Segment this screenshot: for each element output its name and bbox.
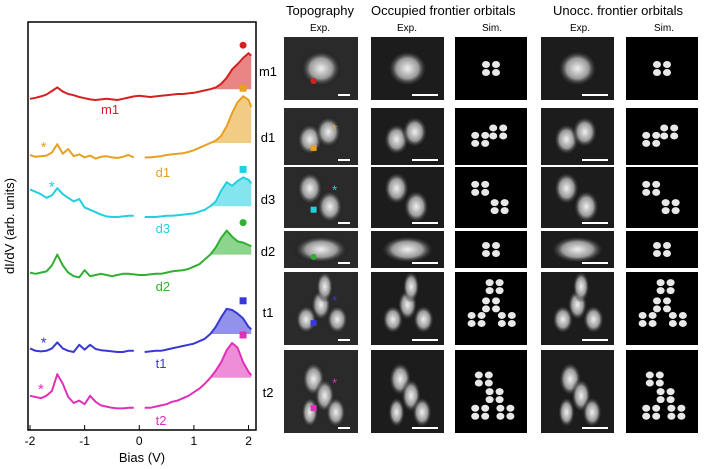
image-d1-unoccupied-sim	[626, 108, 698, 165]
spectra-curves: m1 d1 * d3 * d2 t1 * t2 *	[29, 41, 253, 428]
series-t2-line	[144, 342, 253, 409]
image-t1-occupied-sim	[455, 272, 527, 345]
image-d2-occupied-exp	[371, 231, 444, 268]
series-label-m1: m1	[101, 102, 119, 117]
series-m1-marker	[239, 41, 247, 49]
row-label-m1: m1	[258, 64, 278, 79]
svg-text:*: *	[332, 375, 337, 390]
image-t1-topography-exp: *	[284, 272, 358, 345]
didv-spectra-chart: m1 d1 * d3 * d2 t1 * t2 * -2 -1 0 1 2 Bias (V) dI/dV …	[2, 21, 257, 465]
x-axis: -2 -1 0 1 2	[25, 425, 252, 448]
x-tick-label: 1	[191, 434, 198, 448]
series-d3-line	[29, 187, 134, 218]
series-t1-asterisk: *	[41, 334, 47, 351]
image-t1-unoccupied-exp	[541, 272, 614, 345]
subheader-unocc-exp: Exp.	[570, 23, 591, 34]
series-t1-line	[29, 341, 134, 353]
row-label-d3: d3	[260, 192, 276, 207]
svg-text:*: *	[332, 293, 337, 308]
subheader-occ-sim: Sim.	[482, 23, 502, 34]
series-label-d3: d3	[156, 221, 170, 236]
x-axis-label: Bias (V)	[119, 450, 165, 465]
image-m1-occupied-exp	[371, 37, 444, 100]
image-d1-topography-exp: *	[284, 108, 358, 165]
image-d1-occupied-sim	[455, 108, 527, 165]
series-d1-marker	[239, 84, 247, 92]
series-d3-peak-fill	[210, 177, 252, 207]
series-d2-marker	[239, 219, 247, 227]
series-t1-marker	[239, 297, 247, 305]
image-d1-unoccupied-exp	[541, 108, 614, 165]
series-t1-line	[144, 307, 252, 353]
series-label-t2: t2	[156, 413, 167, 428]
image-t1-occupied-exp	[371, 272, 444, 345]
series-t2-marker	[239, 331, 247, 339]
image-t2-occupied-exp	[371, 350, 444, 433]
plot-frame	[27, 21, 257, 431]
image-t2-occupied-sim	[455, 350, 527, 433]
svg-text:*: *	[332, 122, 337, 137]
image-t2-unoccupied-exp	[541, 350, 614, 433]
image-m1-unoccupied-exp	[541, 37, 614, 100]
series-d1-line	[29, 143, 135, 160]
series-d1-asterisk: *	[41, 139, 47, 156]
subheader-occ-exp: Exp.	[397, 23, 418, 34]
series-t2-peak-fill	[210, 343, 252, 378]
image-t2-topography-exp: *	[284, 350, 358, 433]
image-d3-occupied-exp	[371, 167, 444, 228]
image-m1-topography-exp	[284, 37, 358, 100]
image-d1-occupied-exp	[371, 108, 444, 165]
row-label-d2: d2	[260, 244, 276, 259]
series-m1-line	[29, 52, 252, 101]
image-t2-unoccupied-sim	[626, 350, 698, 433]
x-tick-label: 2	[245, 434, 252, 448]
series-t2-asterisk: *	[38, 381, 44, 398]
image-t1-unoccupied-sim	[626, 272, 698, 345]
image-d2-unoccupied-sim	[626, 231, 698, 268]
series-d1-peak-fill	[210, 96, 252, 143]
image-m1-unoccupied-sim	[626, 37, 698, 100]
series-label-d2: d2	[156, 279, 170, 294]
subheader-topo-exp: Exp.	[310, 23, 331, 34]
series-d3-marker	[239, 165, 247, 173]
y-axis-label: dI/dV (arb. units)	[2, 178, 17, 274]
series-t1-peak-fill	[210, 308, 252, 334]
series-d3-line	[144, 176, 253, 218]
image-d2-topography-exp	[284, 231, 358, 268]
image-m1-occupied-sim	[455, 37, 527, 100]
row-label-d1: d1	[260, 130, 276, 145]
image-d3-occupied-sim	[455, 167, 527, 228]
series-d1-line	[144, 95, 253, 159]
series-t2-line	[29, 373, 134, 410]
image-d2-occupied-sim	[455, 231, 527, 268]
series-label-t1: t1	[156, 356, 167, 371]
series-d2-line	[29, 229, 252, 279]
image-d3-unoccupied-exp	[541, 167, 614, 228]
image-d3-topography-exp: *	[284, 167, 358, 228]
header-unoccupied-orbitals: Unocc. frontier orbitals	[553, 3, 684, 18]
svg-text:*: *	[332, 182, 337, 197]
series-d2-peak-fill	[210, 230, 252, 255]
x-tick-label: -2	[25, 434, 36, 448]
x-tick-label: 0	[136, 434, 143, 448]
header-topography: Topography	[286, 3, 354, 18]
header-occupied-orbitals: Occupied frontier orbitals	[371, 3, 516, 18]
row-label-t1: t1	[262, 305, 274, 320]
series-label-d1: d1	[156, 165, 170, 180]
row-label-t2: t2	[262, 385, 274, 400]
series-d3-asterisk: *	[49, 178, 55, 195]
x-tick-label: -1	[79, 434, 90, 448]
series-m1-peak-fill	[210, 53, 252, 90]
image-d2-unoccupied-exp	[541, 231, 614, 268]
subheader-unocc-sim: Sim.	[654, 23, 674, 34]
image-d3-unoccupied-sim	[626, 167, 698, 228]
